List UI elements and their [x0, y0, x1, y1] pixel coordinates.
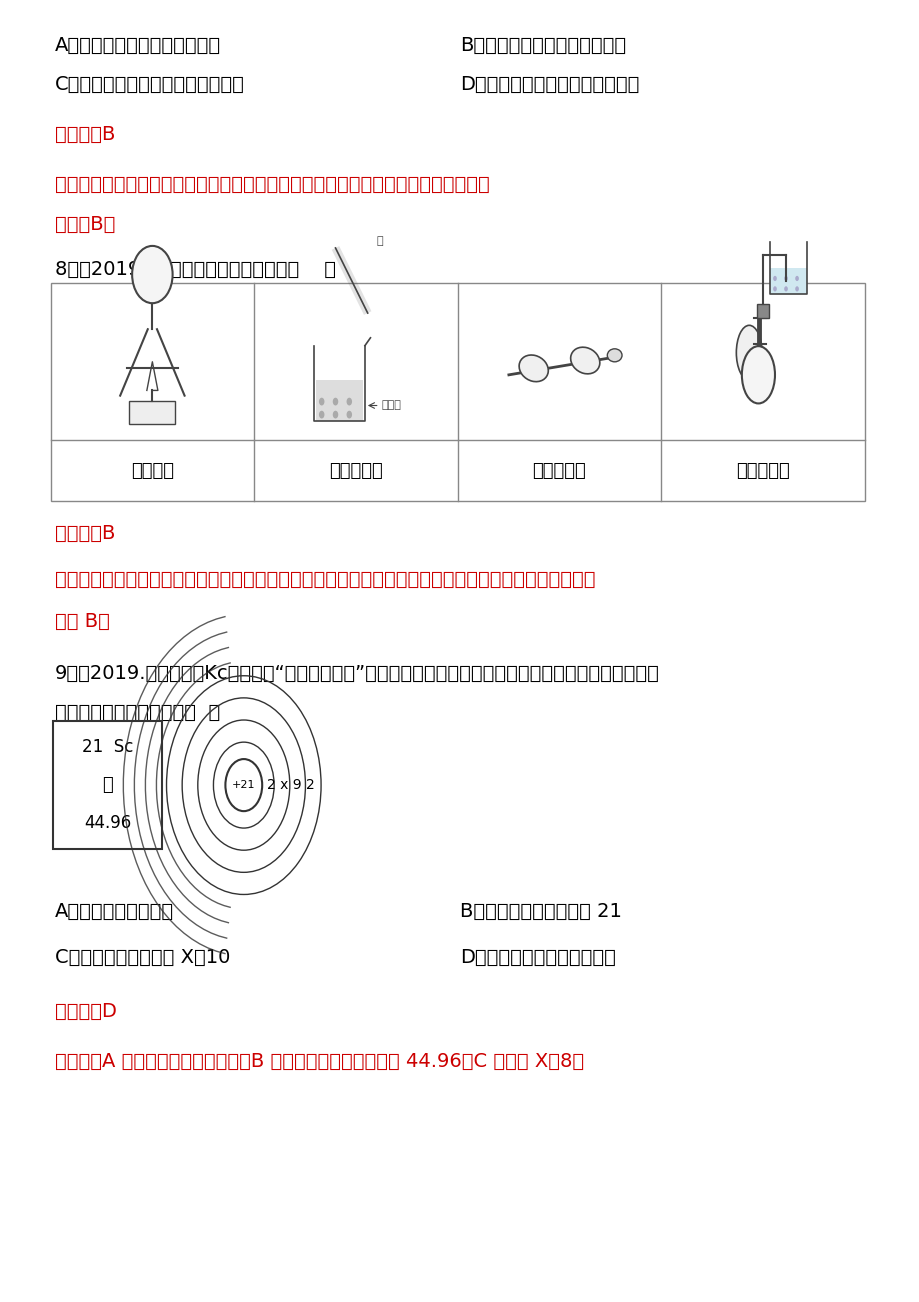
- Text: A．合金的燕点一般比其组分低: A．合金的燕点一般比其组分低: [55, 36, 221, 55]
- Bar: [53, 721, 162, 849]
- Text: 9、【2019.深圳】钒（Kc）是一种“工业的维生素”。下图为钒在元素周期表中的相关信息及其原子的结构示: 9、【2019.深圳】钒（Kc）是一种“工业的维生素”。下图为钒在元素周期表中的…: [55, 664, 659, 682]
- Bar: [130, 401, 176, 424]
- Text: 【答案】B: 【答案】B: [55, 125, 116, 143]
- Text: A．钒属于非金属元素: A．钒属于非金属元素: [55, 902, 174, 921]
- Text: 浓硫酸: 浓硫酸: [381, 401, 401, 410]
- Circle shape: [772, 276, 776, 281]
- Text: 钒: 钒: [102, 776, 113, 794]
- Bar: [769, 268, 806, 294]
- Text: 水: 水: [377, 237, 383, 246]
- Ellipse shape: [607, 349, 621, 362]
- Circle shape: [333, 410, 338, 418]
- Ellipse shape: [741, 346, 774, 404]
- Circle shape: [783, 286, 787, 292]
- Text: 8、【2019.北京】下列操作不正确的是（    ）: 8、【2019.北京】下列操作不正确的是（ ）: [55, 260, 335, 279]
- Text: 2 x 9 2: 2 x 9 2: [267, 779, 314, 792]
- Text: 意图。下列说法正确的是（  ）: 意图。下列说法正确的是（ ）: [55, 703, 221, 721]
- Text: C．原子结构示意图中 X＝10: C．原子结构示意图中 X＝10: [55, 948, 231, 966]
- Bar: [755, 305, 768, 318]
- Bar: [316, 380, 363, 421]
- Text: 检查气密性: 检查气密性: [735, 462, 789, 479]
- Circle shape: [132, 246, 173, 303]
- Text: 【解析】合金与其组分相比：硬度大、燕点低、抗腐蚀性增强，这里说的是硬度大。: 【解析】合金与其组分相比：硬度大、燕点低、抗腐蚀性增强，这里说的是硬度大。: [55, 176, 490, 194]
- Circle shape: [319, 397, 324, 405]
- Circle shape: [783, 276, 787, 281]
- Text: 故选 B。: 故选 B。: [55, 612, 110, 630]
- Text: D．合金的耐磨性一般比其组分好: D．合金的耐磨性一般比其组分好: [460, 76, 639, 94]
- Circle shape: [794, 286, 798, 292]
- Text: 取固体粉末: 取固体粉末: [532, 462, 585, 479]
- Ellipse shape: [570, 348, 599, 374]
- Text: 【解析】稀释浓硫酸时，一定要把浓硫酸注入水中，并且不断用玻璃棒搔拌，防止局部受热，液体汸腾。: 【解析】稀释浓硫酸时，一定要把浓硫酸注入水中，并且不断用玻璃棒搔拌，防止局部受热…: [55, 570, 596, 589]
- Text: 加热液体: 加热液体: [130, 462, 174, 479]
- Circle shape: [346, 410, 352, 418]
- Text: 【答案】B: 【答案】B: [55, 525, 116, 543]
- Text: 【解析】A 选项中钒属于金属元素；B 选项钒的相对原子质量是 44.96；C 选项中 X＝8。: 【解析】A 选项中钒属于金属元素；B 选项钒的相对原子质量是 44.96；C 选…: [55, 1052, 584, 1070]
- Circle shape: [794, 276, 798, 281]
- Ellipse shape: [518, 355, 548, 381]
- Circle shape: [225, 759, 262, 811]
- Text: 故选：B。: 故选：B。: [55, 215, 116, 233]
- Text: B．合金的硬度一般比其组分大: B．合金的硬度一般比其组分大: [460, 36, 626, 55]
- Circle shape: [333, 397, 338, 405]
- Text: 21  Sc: 21 Sc: [82, 738, 133, 756]
- Circle shape: [319, 410, 324, 418]
- Text: D．钒原子核外有四个电子层: D．钒原子核外有四个电子层: [460, 948, 615, 966]
- Text: 44.96: 44.96: [84, 814, 131, 832]
- Bar: [51, 283, 864, 501]
- Text: +21: +21: [232, 780, 255, 790]
- Ellipse shape: [735, 326, 761, 380]
- Text: 稀释浓硫酸: 稀释浓硫酸: [329, 462, 382, 479]
- Circle shape: [346, 397, 352, 405]
- Text: C．合金的抗腐蚀性一般比其组分强: C．合金的抗腐蚀性一般比其组分强: [55, 76, 244, 94]
- Text: 【答案】D: 【答案】D: [55, 1003, 117, 1021]
- Circle shape: [772, 286, 776, 292]
- Text: B．钒的相对原子质量是 21: B．钒的相对原子质量是 21: [460, 902, 621, 921]
